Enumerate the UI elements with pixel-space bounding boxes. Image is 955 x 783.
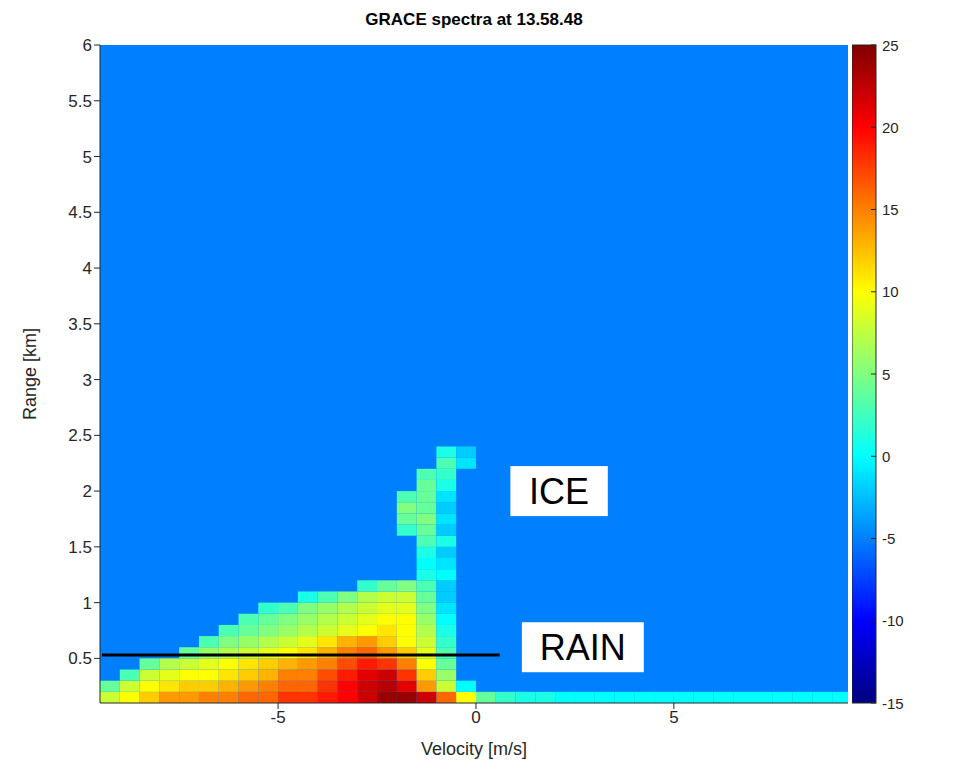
svg-text:15: 15 <box>882 201 899 218</box>
svg-text:20: 20 <box>882 119 899 136</box>
svg-text:3.5: 3.5 <box>68 315 92 334</box>
svg-text:0: 0 <box>882 448 890 465</box>
svg-text:RAIN: RAIN <box>540 627 626 668</box>
svg-text:0.5: 0.5 <box>68 649 92 668</box>
svg-text:1: 1 <box>83 594 92 613</box>
svg-text:4.5: 4.5 <box>68 203 92 222</box>
html-text:GRACE spectra at 13.58.48: GRACE spectra at 13.58.48 <box>365 10 583 29</box>
svg-text:-10: -10 <box>882 612 904 629</box>
svg-text:2: 2 <box>83 482 92 501</box>
svg-text:2.5: 2.5 <box>68 426 92 445</box>
svg-text:Range [km]: Range [km] <box>20 328 40 420</box>
svg-text:-5: -5 <box>882 530 895 547</box>
svg-text:4: 4 <box>83 259 92 278</box>
svg-text:-5: -5 <box>271 708 286 727</box>
svg-text:0: 0 <box>471 708 480 727</box>
svg-text:ICE: ICE <box>529 471 589 512</box>
svg-text:-15: -15 <box>882 695 904 712</box>
svg-text:3: 3 <box>83 371 92 390</box>
svg-text:1.5: 1.5 <box>68 538 92 557</box>
svg-text:Velocity [m/s]: Velocity [m/s] <box>421 739 527 759</box>
svg-text:5.5: 5.5 <box>68 92 92 111</box>
svg-text:5: 5 <box>882 366 890 383</box>
svg-text:5: 5 <box>669 708 678 727</box>
svg-text:5: 5 <box>83 148 92 167</box>
svg-text:10: 10 <box>882 283 899 300</box>
svg-text:6: 6 <box>83 36 92 55</box>
svg-text:25: 25 <box>882 37 899 54</box>
